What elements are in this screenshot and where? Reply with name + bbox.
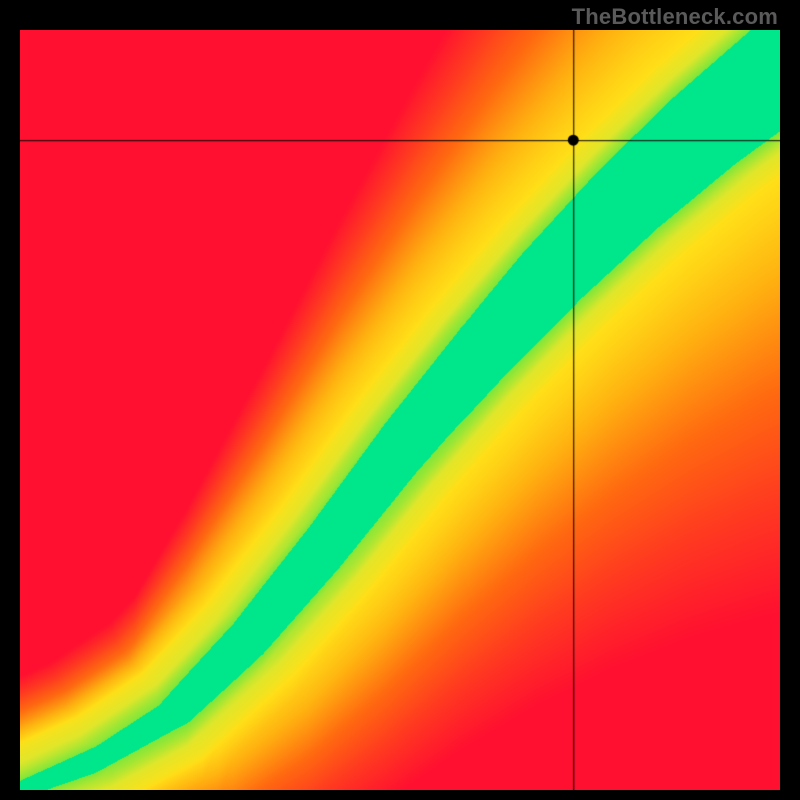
watermark-text: TheBottleneck.com bbox=[572, 4, 778, 30]
bottleneck-heatmap bbox=[20, 30, 780, 790]
